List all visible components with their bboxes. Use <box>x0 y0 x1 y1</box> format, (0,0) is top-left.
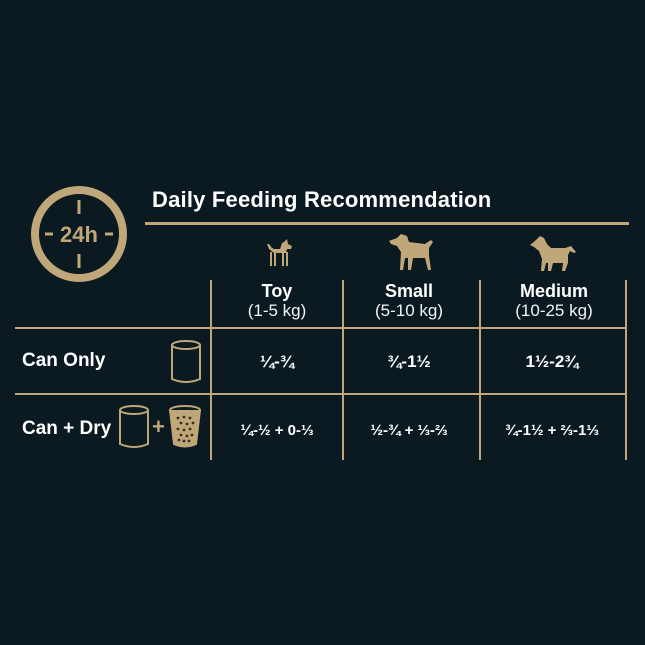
plus-icon: + <box>152 414 165 439</box>
column-divider <box>625 280 627 460</box>
column-divider <box>342 280 344 460</box>
column-header-medium: Medium (10-25 kg) <box>487 281 621 321</box>
can-icon <box>171 340 201 383</box>
cell-can-only-small: ¾-1½ <box>387 352 431 371</box>
column-header-small: Small (5-10 kg) <box>342 281 476 321</box>
medium-dog-icon <box>530 236 576 271</box>
column-divider <box>210 280 212 460</box>
dry-food-cup-icon <box>169 405 201 448</box>
cell-can-dry-medium: ¾-1½ + ⅔-1⅓ <box>505 422 599 439</box>
column-name: Toy <box>261 281 293 301</box>
column-divider <box>479 280 481 460</box>
column-header-toy: Toy (1-5 kg) <box>210 281 344 321</box>
can-icon <box>119 405 149 448</box>
cell-can-dry-toy: ¼-½ + 0-⅓ <box>240 422 314 439</box>
table-divider-top <box>15 327 627 329</box>
small-dog-icon <box>389 234 433 270</box>
row-label-can-only: Can Only <box>22 350 106 371</box>
cell-can-only-medium: 1½-2¾ <box>525 352 579 371</box>
24h-clock-icon: 24h <box>31 186 127 282</box>
column-range: (1-5 kg) <box>247 301 307 320</box>
title-underline <box>145 222 629 225</box>
column-name: Medium <box>519 281 588 301</box>
page-title: Daily Feeding Recommendation <box>152 187 492 212</box>
cell-can-only-toy: ¼-¾ <box>259 352 295 371</box>
row-label-can-dry: Can + Dry <box>22 418 112 439</box>
column-range: (10-25 kg) <box>515 301 593 320</box>
toy-dog-icon <box>267 239 292 266</box>
column-name: Small <box>384 281 434 301</box>
column-range: (5-10 kg) <box>374 301 444 320</box>
cell-can-dry-small: ½-¾ + ⅓-⅔ <box>370 422 448 439</box>
clock-label: 24h <box>60 222 98 247</box>
table-divider-middle <box>15 393 627 395</box>
